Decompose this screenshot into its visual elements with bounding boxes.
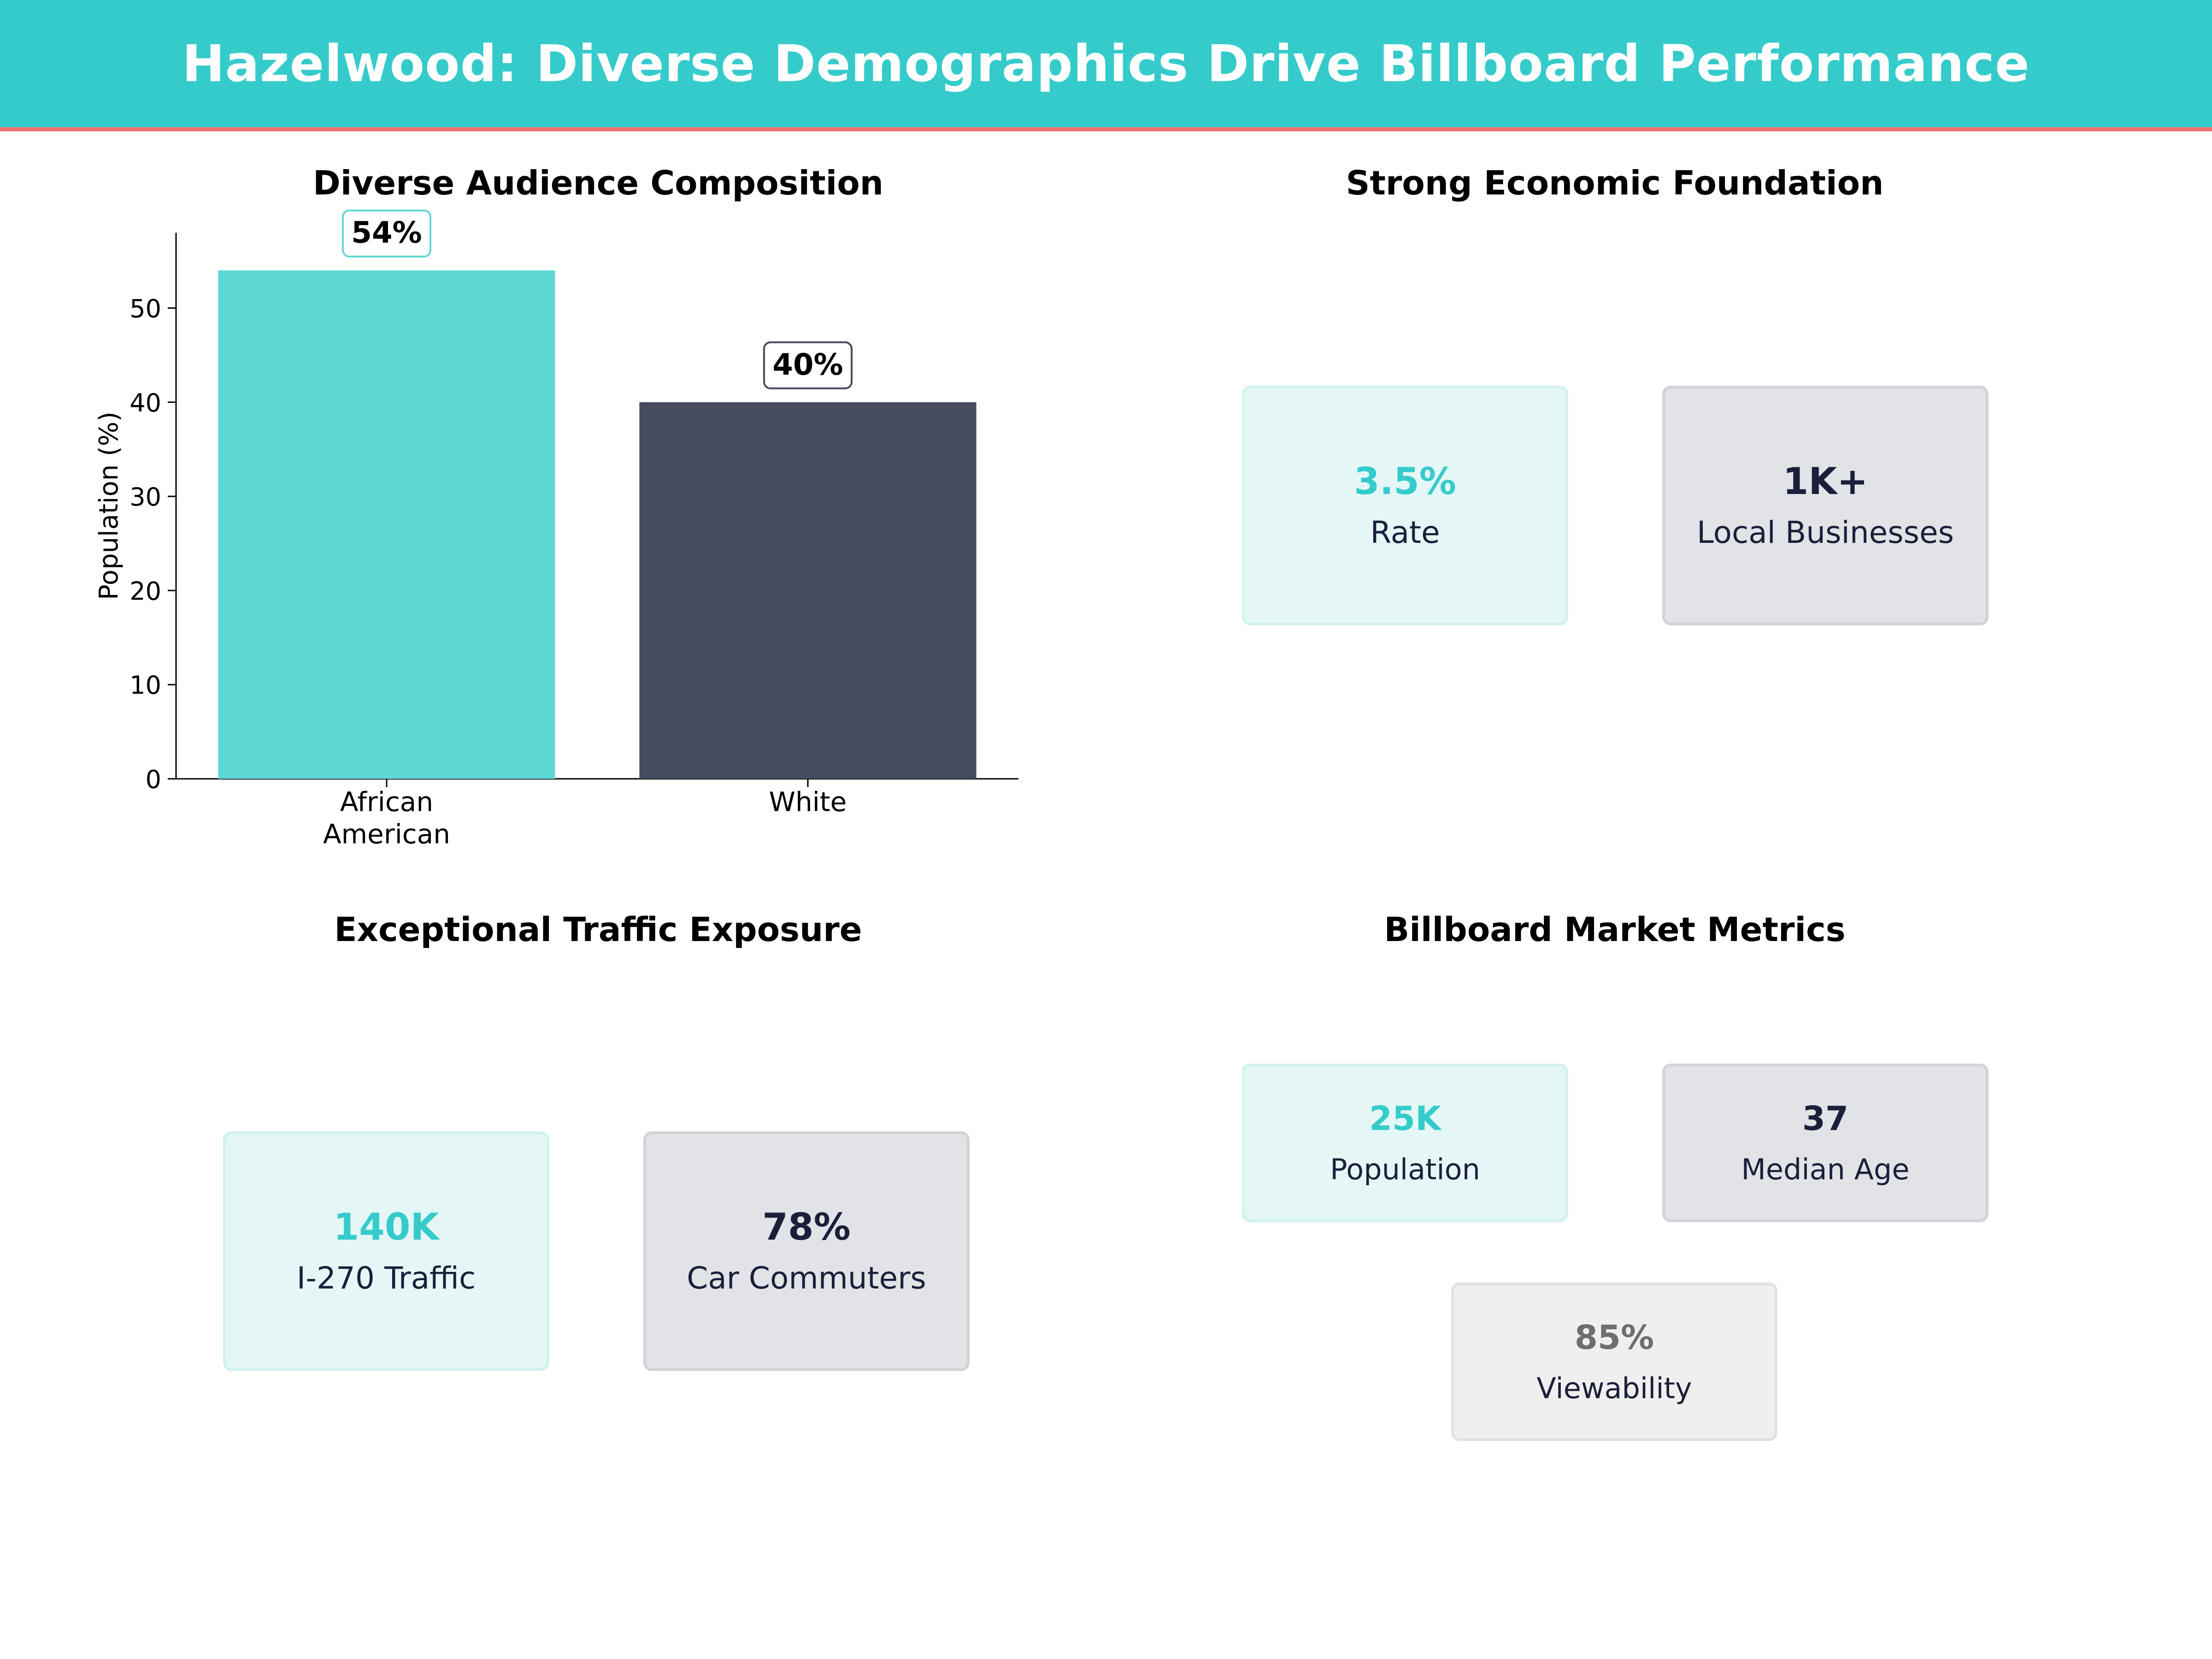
local-businesses-card: 1K+ Local Businesses xyxy=(1662,386,1988,625)
bar xyxy=(218,270,555,779)
i270-traffic-label: I-270 Traffic xyxy=(296,1260,476,1296)
i270-traffic-card: 140K I-270 Traffic xyxy=(223,1131,549,1371)
car-commuters-value: 78% xyxy=(762,1206,851,1248)
viewability-label: Viewability xyxy=(1536,1371,1692,1405)
population-label: Population xyxy=(1330,1153,1480,1186)
traffic-panel-title: Exceptional Traffic Exposure xyxy=(334,910,862,949)
x-tick-label: African xyxy=(340,786,433,818)
rate-card: 3.5% Rate xyxy=(1242,386,1568,625)
data-label-box xyxy=(763,341,853,389)
economic-panel-title: Strong Economic Foundation xyxy=(1346,164,1884,202)
market-panel-title: Billboard Market Metrics xyxy=(1384,910,1846,949)
car-commuters-card: 78% Car Commuters xyxy=(643,1131,970,1371)
data-label: 54% xyxy=(351,216,422,250)
y-tick-label: 10 xyxy=(129,671,161,700)
local-businesses-label: Local Businesses xyxy=(1696,515,1954,550)
i270-traffic-value: 140K xyxy=(333,1206,439,1248)
y-axis-label: Population (%) xyxy=(94,412,124,600)
y-tick-label: 50 xyxy=(129,294,161,323)
y-tick-label: 30 xyxy=(129,482,161,512)
median-age-value: 37 xyxy=(1802,1099,1849,1138)
bar xyxy=(639,402,977,779)
population-card: 25K Population xyxy=(1242,1064,1568,1222)
y-tick-label: 40 xyxy=(129,388,161,418)
viewability-value: 85% xyxy=(1574,1318,1654,1357)
car-commuters-label: Car Commuters xyxy=(687,1260,926,1296)
viewability-card: 85% Viewability xyxy=(1451,1282,1777,1441)
median-age-label: Median Age xyxy=(1741,1153,1910,1186)
rate-value: 3.5% xyxy=(1354,460,1456,503)
median-age-card: 37 Median Age xyxy=(1662,1064,1988,1222)
rate-label: Rate xyxy=(1370,515,1440,550)
page-title: Hazelwood: Diverse Demographics Drive Bi… xyxy=(182,34,2030,93)
data-label: 40% xyxy=(772,348,843,382)
y-tick-label: 0 xyxy=(146,765,161,794)
population-value: 25K xyxy=(1369,1099,1441,1138)
x-tick-label: White xyxy=(769,786,847,818)
local-businesses-value: 1K+ xyxy=(1783,460,1868,503)
y-tick-label: 20 xyxy=(129,577,161,606)
data-label-box xyxy=(342,209,431,258)
header-banner: Hazelwood: Diverse Demographics Drive Bi… xyxy=(0,0,2212,127)
header-accent-line xyxy=(0,127,2212,131)
audience-panel-title: Diverse Audience Composition xyxy=(312,164,884,202)
x-tick-label: American xyxy=(323,818,450,850)
